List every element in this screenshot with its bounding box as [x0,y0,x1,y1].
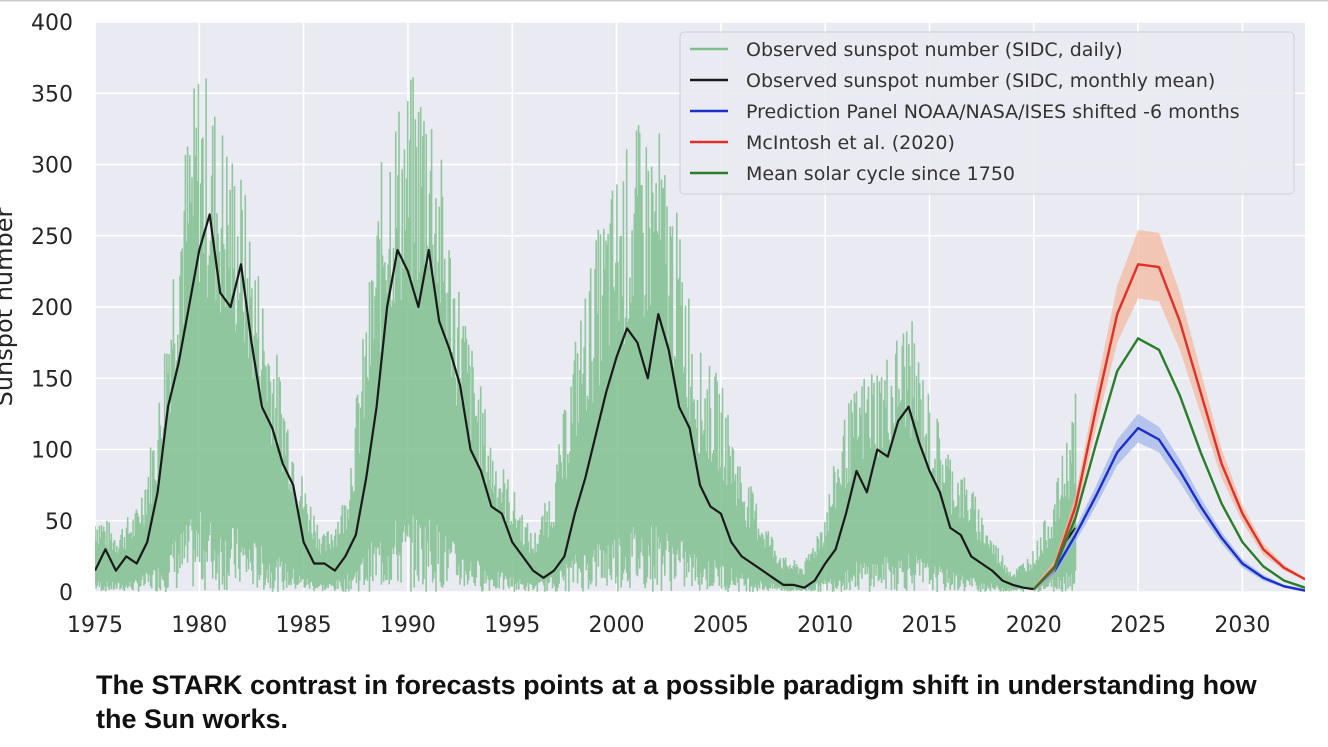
series-layer [95,77,1305,592]
y-tick-label: 250 [31,225,73,250]
series-3 [1032,230,1305,592]
series-2 [1033,413,1305,592]
x-tick-label: 1995 [484,613,540,638]
y-tick-label: 400 [31,11,73,36]
caption: The STARK contrast in forecasts points a… [96,670,1257,734]
series-line [1033,426,1305,592]
x-tick-label: 1985 [276,613,332,638]
legend: Observed sunspot number (SIDC, daily) Obs… [679,31,1295,195]
y-tick-label: 200 [31,296,73,321]
x-tick-label: 2015 [901,613,957,638]
series-line [95,213,1077,591]
x-tick-label: 1975 [67,613,123,638]
y-tick-label: 150 [31,367,73,392]
x-tick-label: 2005 [693,613,749,638]
y-tick-label: 0 [59,581,73,606]
y-tick-label: 50 [45,510,73,535]
sunspot-chart: 1975 1980 1985 1990 1995 2000 2005 2010 2015 2020… [0,0,1328,638]
y-tick-label: 300 [31,154,73,179]
x-tick-label: 1980 [171,613,227,638]
series-line [1032,337,1305,590]
x-tick-label: 2010 [797,613,853,638]
x-tick-label: 2025 [1110,613,1166,638]
y-tick-label: 350 [31,82,73,107]
top-border [0,0,1328,2]
y-axis-label: Sunspot number [0,207,18,406]
x-axis-ticks: 1975 1980 1985 1990 1995 2000 2005 2010 2015 2020… [67,613,1270,638]
series-1 [95,213,1077,591]
x-tick-label: 2000 [589,613,645,638]
y-axis-ticks: 0 50 100 150 200 250 300 350 400 [31,11,73,606]
y-tick-label: 100 [31,439,73,464]
series-4 [1032,337,1305,590]
legend-entry: Observed sunspot number (SIDC, monthly m… [746,70,1215,92]
x-tick-label: 1990 [380,613,436,638]
legend-entry: Prediction Panel NOAA/NASA/ISES shifted … [746,101,1240,123]
x-tick-label: 2020 [1006,613,1062,638]
series-line [1032,263,1305,590]
series-band [1033,413,1305,592]
legend-box [679,31,1295,195]
legend-entry: McIntosh et al. (2020) [746,132,955,154]
legend-entry: Mean solar cycle since 1750 [746,163,1015,185]
x-tick-label: 2030 [1214,613,1270,638]
legend-entry: Observed sunspot number (SIDC, daily) [746,39,1123,61]
